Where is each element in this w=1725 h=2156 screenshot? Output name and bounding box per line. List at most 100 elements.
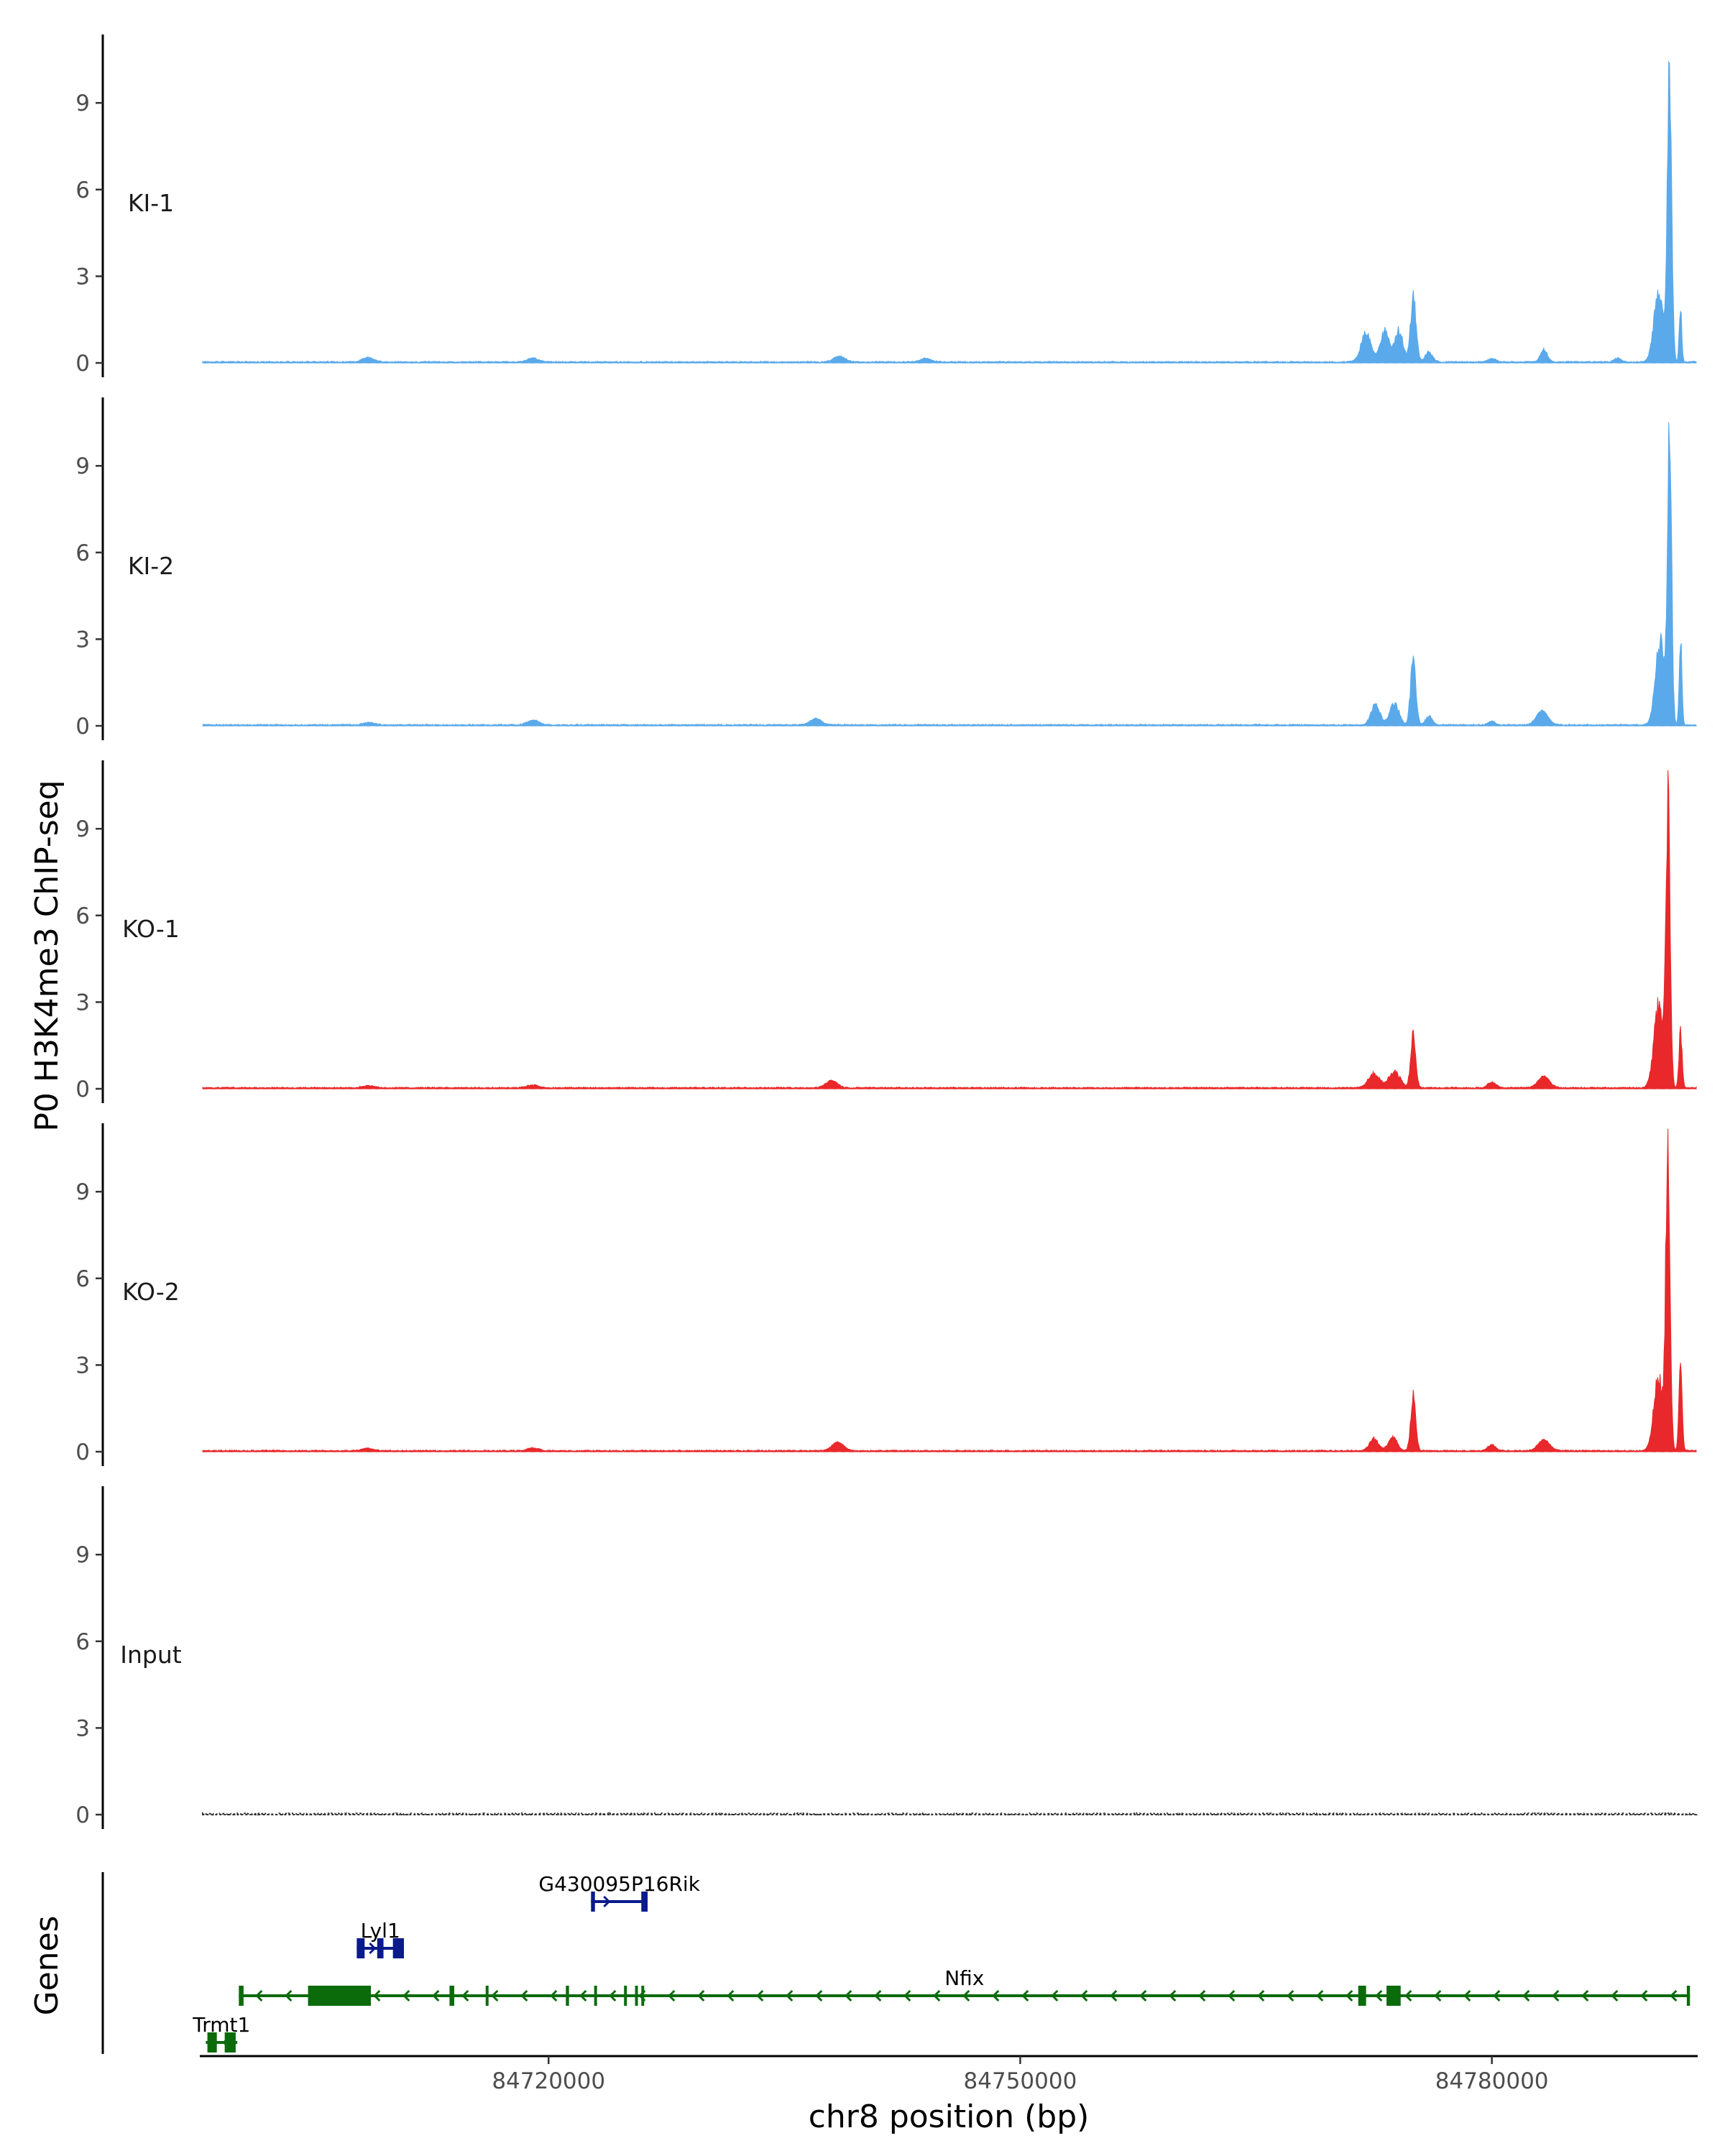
genes-axis-title: Genes	[29, 1915, 65, 2015]
y-tick-label: 6	[75, 178, 90, 203]
signal-input	[202, 1811, 1698, 1817]
strand-chevron	[1463, 1989, 1471, 2002]
signal-area	[202, 770, 1697, 1089]
exon	[591, 1892, 595, 1912]
strand-chevron	[756, 1989, 764, 2002]
strand-chevron	[1139, 1989, 1147, 2002]
exon	[635, 1986, 638, 2006]
y-tick-label: 3	[75, 990, 90, 1015]
strand-chevron	[1493, 1989, 1501, 2002]
strand-chevron	[373, 1989, 381, 2002]
y-tick-label: 3	[75, 1353, 90, 1378]
y-tick-label: 9	[75, 816, 90, 842]
gene-trmt1: Trmt1	[192, 2013, 250, 2053]
y-tick-label: 9	[75, 453, 90, 479]
strand-chevron	[603, 1895, 611, 1908]
strand-chevron	[1316, 1989, 1324, 2002]
exon	[449, 1986, 454, 2006]
signal-area	[202, 60, 1697, 364]
x-axis: 84720000 84750000 84780000	[200, 2055, 1698, 2094]
gene-label: Trmt1	[192, 2013, 250, 2037]
track-ko-1: 0 3 6 9 KO-1	[75, 760, 1697, 1103]
track-label: KO-1	[122, 915, 180, 943]
exon	[392, 1938, 404, 1958]
strand-chevron	[1670, 1989, 1678, 2002]
gene-lyl1: Lyl1	[356, 1919, 404, 1958]
gene-track: G430095P16Rik Lyl1 Nfix Trmt1	[101, 1872, 1690, 2054]
exon	[207, 2032, 217, 2053]
exon	[1686, 1986, 1690, 2006]
y-tick-label: 6	[75, 1629, 90, 1655]
y-tick-label: 0	[75, 1077, 90, 1102]
strand-chevron	[432, 1989, 440, 2002]
track-label: Input	[120, 1641, 182, 1669]
strand-chevron	[933, 1989, 941, 2002]
gene-g430095p16rik: G430095P16Rik	[538, 1872, 701, 1912]
signal-tracks: 0 3 6 9 KI-1 0 3 6 9 KI-2 0 3 6 9 KO-1 0 3 6 9 KO-2 0 3 6 9 Inpu…	[75, 34, 1698, 1829]
signal-area	[202, 1128, 1697, 1452]
strand-chevron	[1404, 1989, 1412, 2002]
exon	[641, 1986, 645, 2006]
strand-chevron	[369, 1942, 377, 1955]
strand-chevron	[962, 1989, 970, 2002]
y-tick-label: 9	[75, 1542, 90, 1568]
strand-chevron	[1021, 1989, 1029, 2002]
strand-chevron	[491, 1989, 499, 2002]
track-ki-2: 0 3 6 9 KI-2	[75, 397, 1697, 740]
strand-chevron	[1434, 1989, 1442, 2002]
track-label: KO-2	[122, 1278, 180, 1306]
strand-chevron	[461, 1989, 469, 2002]
strand-chevron	[1198, 1989, 1206, 2002]
track-ko-2: 0 3 6 9 KO-2	[75, 1123, 1697, 1466]
y-tick-label: 0	[75, 1802, 90, 1828]
strand-chevron	[1169, 1989, 1177, 2002]
strand-chevron	[668, 1989, 676, 2002]
y-tick-label: 3	[75, 1715, 90, 1741]
strand-chevron	[550, 1989, 558, 2002]
strand-chevron	[520, 1989, 528, 2002]
y-tick-label: 9	[75, 91, 90, 116]
track-ki-1: 0 3 6 9 KI-1	[75, 34, 1697, 377]
strand-chevron	[1581, 1989, 1589, 2002]
strand-chevron	[1346, 1989, 1353, 2002]
strand-chevron	[1522, 1989, 1530, 2002]
strand-chevron	[1552, 1989, 1560, 2002]
exon	[594, 1986, 597, 2006]
exon	[566, 1986, 569, 2006]
strand-chevron	[1228, 1989, 1236, 2002]
strand-chevron	[1611, 1989, 1619, 2002]
track-label: KI-2	[128, 552, 174, 580]
exon	[624, 1986, 627, 2006]
gene-label: G430095P16Rik	[538, 1872, 700, 1896]
strand-chevron	[1640, 1989, 1648, 2002]
strand-chevron	[255, 1989, 263, 2002]
exon	[224, 2032, 236, 2053]
strand-chevron	[402, 1989, 410, 2002]
x-tick-label: 84780000	[1435, 2068, 1549, 2094]
strand-chevron	[1110, 1989, 1118, 2002]
strand-chevron	[874, 1989, 882, 2002]
y-tick-label: 6	[75, 903, 90, 929]
y-axis-title: P0 H3K4me3 ChIP-seq	[29, 780, 65, 1131]
y-tick-label: 0	[75, 714, 90, 740]
y-tick-label: 6	[75, 540, 90, 566]
exon	[485, 1986, 489, 2006]
strand-chevron	[1051, 1989, 1059, 2002]
y-tick-label: 0	[75, 351, 90, 377]
exon	[377, 1938, 384, 1958]
y-tick-label: 6	[75, 1266, 90, 1292]
strand-chevron	[727, 1989, 735, 2002]
exon	[1386, 1986, 1401, 2006]
exon	[641, 1892, 648, 1912]
x-axis-title: chr8 position (bp)	[809, 2099, 1090, 2135]
exon	[1358, 1986, 1366, 2006]
strand-chevron	[1080, 1989, 1088, 2002]
strand-chevron	[285, 1989, 293, 2002]
strand-chevron	[1257, 1989, 1265, 2002]
y-tick-label: 0	[75, 1439, 90, 1465]
y-tick-label: 3	[75, 264, 90, 290]
strand-chevron	[845, 1989, 852, 2002]
gene-label: Nfix	[944, 1966, 984, 1990]
y-tick-label: 9	[75, 1179, 90, 1205]
